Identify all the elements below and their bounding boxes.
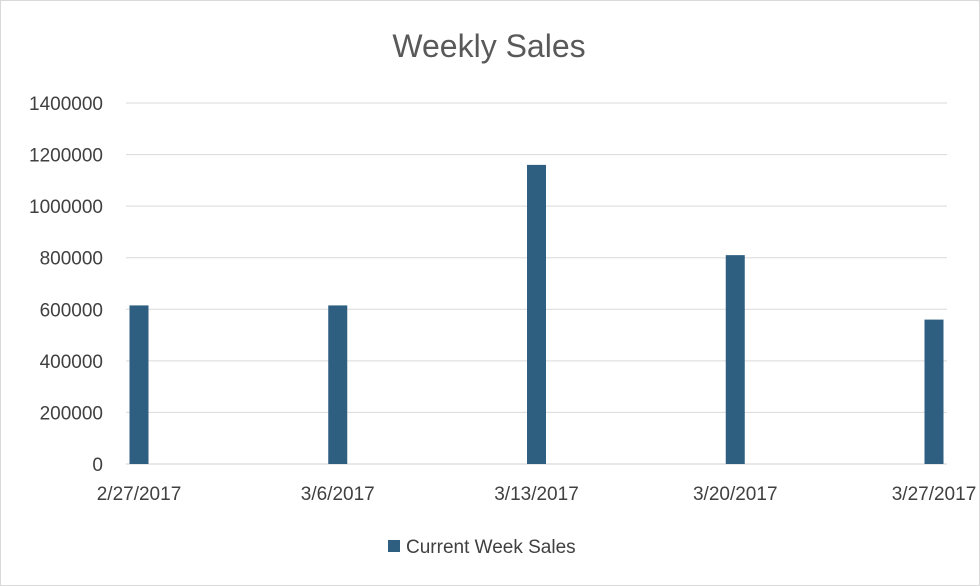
y-tick-label: 800000 — [40, 249, 103, 270]
legend-swatch — [388, 540, 400, 552]
legend: Current Week Sales — [388, 537, 576, 558]
x-tick-label: 3/27/2017 — [892, 484, 977, 505]
y-axis-ticks: 0 200000 400000 600000 800000 1000000 1200000 1… — [29, 94, 103, 476]
chart-title: Weekly Sales — [392, 28, 585, 64]
y-tick-label: 400000 — [40, 352, 103, 373]
bar — [924, 319, 944, 464]
x-tick-label: 3/6/2017 — [301, 484, 375, 505]
y-tick-label: 0 — [92, 455, 103, 476]
bar — [527, 164, 546, 464]
y-tick-label: 200000 — [40, 403, 103, 424]
y-tick-label: 1400000 — [29, 94, 103, 115]
bar — [725, 255, 745, 464]
x-axis-ticks: 2/27/2017 3/6/2017 3/13/2017 3/20/2017 3/27/… — [97, 484, 977, 505]
x-tick-label: 2/27/2017 — [97, 484, 182, 505]
bar — [129, 305, 149, 464]
bars — [129, 164, 944, 464]
x-tick-label: 3/20/2017 — [693, 484, 778, 505]
x-tick-label: 3/13/2017 — [494, 484, 579, 505]
legend-label: Current Week Sales — [406, 537, 576, 558]
y-tick-label: 1200000 — [29, 146, 103, 167]
y-tick-label: 1000000 — [29, 197, 103, 218]
y-tick-label: 600000 — [40, 300, 103, 321]
bar — [328, 305, 348, 464]
